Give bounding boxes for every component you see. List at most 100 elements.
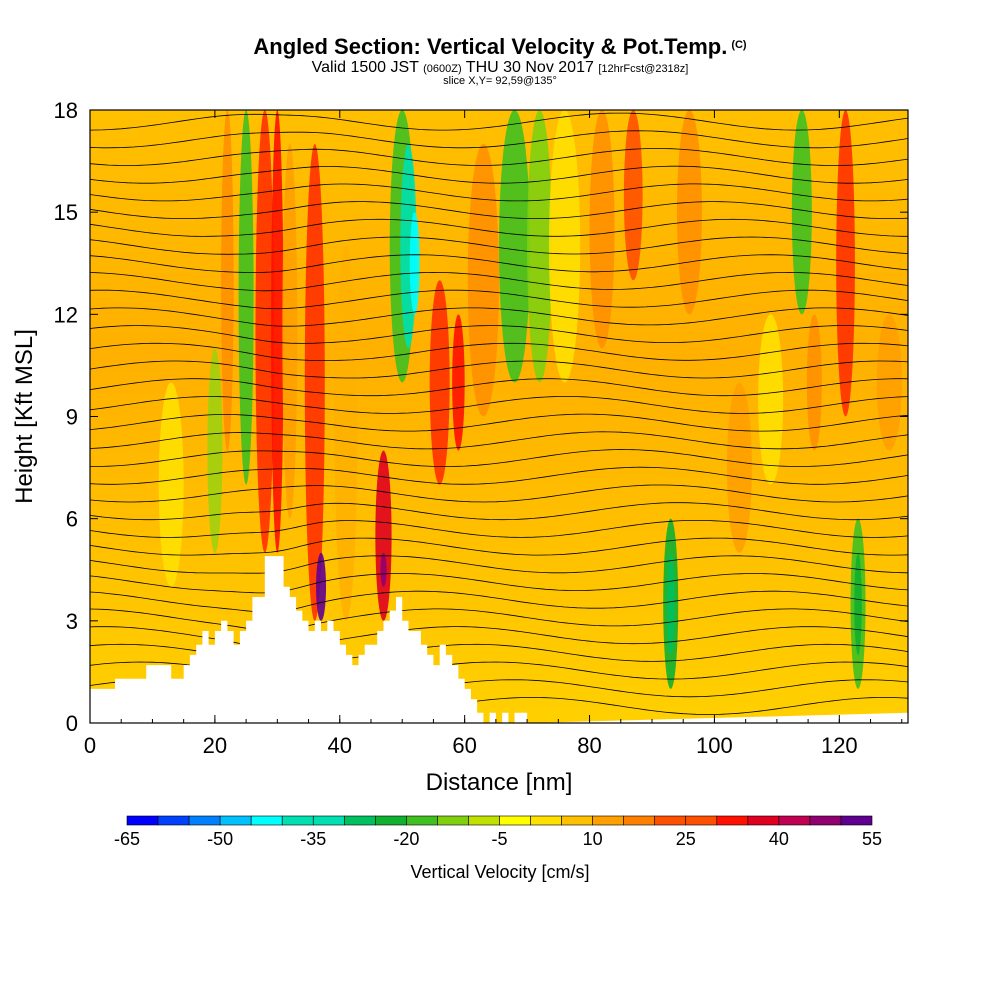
colorbar-swatch	[623, 815, 656, 826]
colorbar-swatch	[406, 815, 438, 826]
colorbar-tick-label: 55	[862, 829, 882, 849]
velocity-plume-3	[238, 110, 254, 485]
theta-contour-20	[90, 342, 908, 361]
velocity-plume-4	[255, 110, 275, 553]
theta-contour-11	[90, 502, 908, 521]
velocity-plume-22	[623, 110, 643, 281]
theta-contour-22	[90, 307, 908, 327]
colorbar-swatch	[468, 815, 500, 826]
forecast-info: [12hrFcst@2318z]	[598, 63, 689, 75]
theta-contour-32	[90, 130, 908, 149]
velocity-plume-33	[876, 314, 902, 451]
x-tick-label: 100	[696, 733, 733, 758]
colorbar-swatch	[716, 815, 749, 826]
y-tick-label: 15	[54, 200, 78, 225]
y-axis-label: Height [Kft MSL]	[11, 329, 38, 504]
x-tick-label: 120	[821, 733, 858, 758]
velocity-plume-5	[271, 110, 284, 553]
velocity-plume-32	[854, 552, 862, 655]
colorbar: -65 -50 -35 -20 -5 10 25 40 55	[114, 815, 882, 849]
velocity-plume-24	[666, 552, 675, 655]
velocity-plume-0	[158, 382, 184, 587]
colorbar-swatch	[312, 815, 345, 826]
colorbar-tick-label: -35	[300, 829, 326, 849]
colorbar-swatch	[530, 815, 562, 826]
y-tick-label: 9	[66, 405, 78, 430]
colorbar-swatch	[437, 815, 469, 826]
velocity-plume-30	[836, 110, 855, 417]
theta-contour-19	[90, 360, 908, 379]
colorbar-swatch	[654, 815, 687, 826]
colorbar-tick-label: -20	[393, 829, 419, 849]
colorbar-swatch	[747, 815, 780, 826]
utc-time: (0600Z)	[423, 63, 462, 75]
theta-contour-23	[90, 289, 908, 310]
velocity-plume-21	[589, 110, 615, 349]
y-tick-label: 18	[54, 98, 78, 123]
theta-contour-21	[90, 325, 908, 344]
theta-contour-14	[90, 449, 908, 468]
velocity-plume-18	[498, 110, 531, 383]
valid-time: Valid 1500 JST (0600Z) THU 30 Nov 2017 […	[0, 60, 1000, 76]
theta-contour-6	[90, 590, 908, 613]
theta-contour-15	[90, 431, 908, 450]
x-tick-label: 0	[84, 733, 96, 758]
slice-info: slice X,Y= 92,59@135°	[443, 75, 557, 87]
velocity-plume-2	[221, 110, 234, 451]
valid-prefix: Valid 1500 JST	[311, 59, 419, 76]
y-tick-label: 3	[66, 609, 78, 634]
colorbar-swatch	[281, 815, 314, 826]
velocity-plume-1	[207, 348, 223, 553]
colorbar-tick-label: -65	[114, 829, 140, 849]
colorbar-swatch	[499, 815, 531, 826]
colorbar-swatch	[685, 815, 718, 826]
colorbar-swatch	[188, 815, 221, 826]
colorbar-swatch	[840, 815, 873, 826]
colorbar-swatch	[809, 815, 842, 826]
velocity-plume-20	[548, 110, 581, 383]
x-axis-label: Distance [nm]	[426, 769, 573, 796]
colorbar-tick-label: -5	[491, 829, 507, 849]
theta-contour-24	[90, 271, 908, 292]
colorbar-swatch	[561, 815, 593, 826]
theta-contour-30	[90, 165, 908, 184]
velocity-plume-27	[758, 314, 784, 485]
title-text: Angled Section: Vertical Velocity & Pot.…	[253, 34, 728, 59]
theta-contour-12	[90, 484, 908, 503]
velocity-plume-28	[791, 110, 812, 315]
theta-contour-29	[90, 183, 908, 202]
axes: 0 20 40 60 80 100 120 0 3 6 9 12 15 18 Distance [nm] He…	[11, 98, 908, 796]
velocity-plume-19	[527, 110, 553, 383]
velocity-plume-11	[380, 552, 387, 587]
y-tick-label: 6	[66, 507, 78, 532]
colorbar-tick-label: -50	[207, 829, 233, 849]
theta-contour-8	[90, 555, 908, 574]
colorbar-tick-label: 40	[769, 829, 789, 849]
velocity-plume-26	[726, 382, 752, 553]
velocity-plume-6	[282, 144, 298, 519]
theta-contour-28	[90, 201, 908, 219]
theta-contour-16	[90, 413, 908, 432]
x-tick-label: 80	[577, 733, 601, 758]
velocity-plume-15	[429, 280, 450, 485]
theta-contour-33	[90, 112, 908, 131]
theta-contour-13	[90, 466, 908, 485]
velocity-plume-14	[409, 212, 420, 315]
theta-contour-26	[90, 236, 908, 255]
velocity-field	[90, 110, 908, 723]
velocity-plume-9	[334, 246, 358, 621]
theta-contour-9	[90, 537, 908, 556]
y-tick-label: 0	[66, 711, 78, 736]
velocity-plume-17	[467, 144, 499, 417]
valid-date: THU 30 Nov 2017	[465, 59, 594, 76]
terrain-profile	[90, 556, 908, 723]
theta-contour-31	[90, 148, 908, 166]
theta-contour-17	[90, 396, 908, 414]
theta-contour-18	[90, 378, 908, 397]
colorbar-swatch	[343, 815, 376, 826]
theta-contour-25	[90, 254, 908, 273]
colorbar-swatch	[219, 815, 252, 826]
colorbar-title: Vertical Velocity [cm/s]	[410, 862, 590, 882]
colorbar-swatch	[778, 815, 811, 826]
